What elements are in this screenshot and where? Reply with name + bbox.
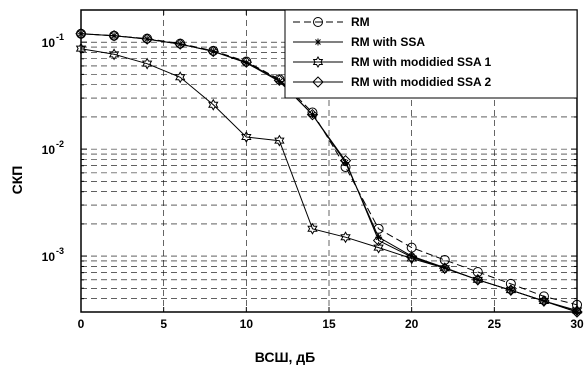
data-point <box>275 77 283 85</box>
data-point <box>241 130 252 143</box>
y-tick-label: 10 <box>42 36 56 50</box>
y-tick-exponent: -1 <box>56 32 64 42</box>
x-tick-label: 5 <box>160 317 167 331</box>
y-tick-label: 10 <box>42 143 56 157</box>
data-point <box>408 252 416 260</box>
data-point <box>207 45 219 58</box>
x-tick-label: 25 <box>488 317 502 331</box>
data-point <box>538 295 550 307</box>
data-point <box>174 38 186 50</box>
legend-marker <box>313 17 323 27</box>
data-point <box>505 284 517 296</box>
legend-box <box>284 9 578 99</box>
data-point <box>339 154 352 167</box>
y-tick-label: 10 <box>42 250 56 264</box>
legend-label: RM with SSA <box>351 35 425 49</box>
x-tick-label: 10 <box>240 317 254 331</box>
data-point <box>208 98 219 111</box>
data-point <box>175 71 186 84</box>
data-point <box>375 233 383 241</box>
data-point <box>340 231 351 244</box>
data-point <box>342 158 350 166</box>
data-point <box>373 241 384 254</box>
data-point <box>571 304 583 317</box>
data-point <box>306 108 319 121</box>
data-point <box>472 274 484 286</box>
data-point <box>571 306 583 318</box>
data-point <box>439 262 451 274</box>
data-point <box>108 29 120 42</box>
data-point <box>108 48 120 61</box>
x-axis-label: ВСШ, дБ <box>255 349 315 365</box>
series-4 <box>75 28 583 318</box>
data-point <box>274 134 285 147</box>
legend-marker <box>312 56 324 68</box>
data-point <box>307 222 318 235</box>
y-axis-label: СКП <box>9 166 25 195</box>
legend-label: RM with modidied SSA 2 <box>351 75 492 89</box>
legend-marker <box>314 38 322 46</box>
x-tick-label: 30 <box>570 317 584 331</box>
x-tick-label: 15 <box>322 317 336 331</box>
data-point <box>441 264 449 272</box>
series-line <box>80 33 578 313</box>
legend-label: RM <box>351 15 370 29</box>
data-point <box>240 56 253 68</box>
y-tick-exponent: -3 <box>56 246 64 256</box>
data-point <box>242 59 250 67</box>
data-point <box>405 251 418 263</box>
legend: RM RM with SSA RM with modidied SSA 1 RM wi… <box>284 9 578 99</box>
x-tick-label: 0 <box>78 317 85 331</box>
data-point <box>372 234 385 247</box>
y-tick-exponent: -2 <box>56 139 64 149</box>
legend-marker <box>312 76 324 88</box>
data-point <box>141 57 153 70</box>
legend-label: RM with modidied SSA 1 <box>351 55 492 69</box>
series-layer <box>75 28 583 318</box>
x-tick-label: 20 <box>405 317 419 331</box>
data-point <box>273 74 286 87</box>
data-point <box>141 33 153 45</box>
